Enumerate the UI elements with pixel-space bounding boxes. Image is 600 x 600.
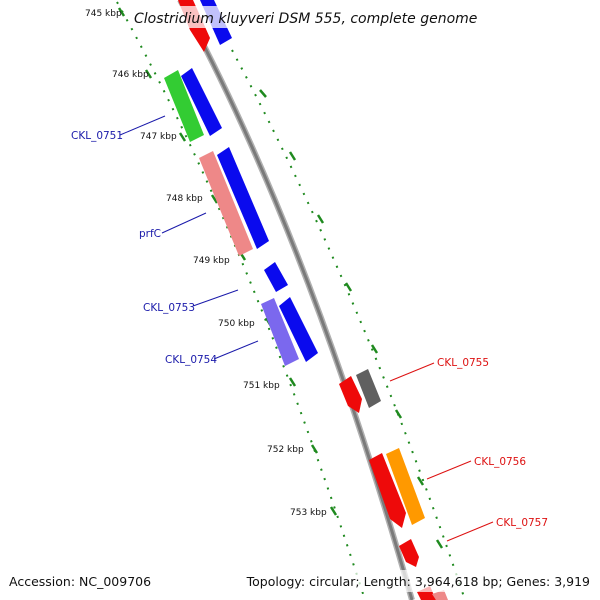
gene-label-ckl0751[interactable]: CKL_0751 (71, 130, 123, 142)
accession-text: Accession: NC_009706 (9, 574, 151, 589)
tick-label-752: 752 kbp (267, 445, 304, 455)
right-dotted-track (231, 49, 466, 600)
forward-cds-features (181, 0, 318, 362)
cds-ckl0751-blue[interactable] (181, 68, 222, 136)
tick-label-750: 750 kbp (218, 319, 255, 329)
footer-backdrop (0, 570, 600, 592)
reverse-cds-features (178, 0, 436, 600)
right-tick-marks (259, 89, 444, 549)
gene-label-prfc[interactable]: prfC (139, 228, 161, 240)
cds-ckl0754-blue[interactable] (279, 297, 318, 362)
gene-label-ckl0756[interactable]: CKL_0756 (474, 456, 526, 468)
gene-label-ckl0753[interactable]: CKL_0753 (143, 302, 195, 314)
genome-title: Clostridium kluyveri DSM 555, complete g… (134, 11, 477, 27)
feature-grey[interactable] (356, 369, 381, 408)
cds-ckl0753-blue[interactable] (264, 262, 288, 292)
gene-label-ckl0755[interactable]: CKL_0755 (437, 357, 489, 369)
feature-pink-bottom[interactable] (432, 590, 448, 600)
cds-ckl0755-red[interactable] (339, 376, 362, 413)
title-backdrop (130, 6, 470, 28)
feature-green[interactable] (164, 70, 204, 142)
feature-purple[interactable] (261, 298, 299, 366)
tick-label-746: 746 kbp (112, 70, 149, 80)
tick-label-749: 749 kbp (193, 256, 230, 266)
tick-label-753: 753 kbp (290, 508, 327, 518)
label-leaders (119, 115, 494, 542)
tick-label-747: 747 kbp (140, 132, 177, 142)
gene-label-ckl0754[interactable]: CKL_0754 (165, 354, 217, 366)
cds-ckl0757-red[interactable] (399, 539, 419, 567)
cds-prfc-blue[interactable] (217, 147, 269, 249)
feature-pink[interactable] (199, 151, 253, 256)
genome-summary: Topology: circular; Length: 3,964,618 bp… (246, 574, 590, 589)
gene-label-ckl0757[interactable]: CKL_0757 (496, 517, 548, 529)
tick-label-745: 745 kbp (85, 9, 122, 19)
tick-label-748: 748 kbp (166, 194, 203, 204)
feature-orange[interactable] (386, 448, 425, 525)
left-dotted-track (116, 1, 366, 600)
tick-label-751: 751 kbp (243, 381, 280, 391)
cds-ckl0756-red[interactable] (369, 453, 406, 528)
